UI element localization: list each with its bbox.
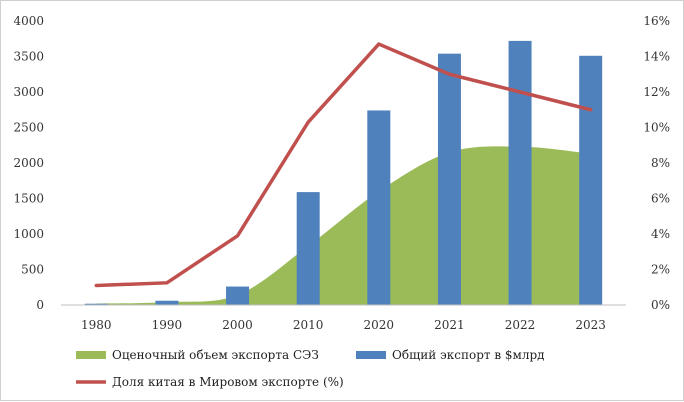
y-left-tick-label: 4000 [13, 14, 44, 28]
y-right-tick-label: 14% [643, 50, 670, 64]
y-left-tick-label: 3000 [13, 85, 44, 99]
bar-2023 [579, 56, 602, 305]
x-tick-label-2010: 2010 [293, 318, 324, 332]
y-left-tick-label: 2500 [13, 121, 44, 135]
y-left-tick-label: 0 [36, 298, 44, 312]
legend: Оценочный объем экспорта СЭЗ Общий экспор… [76, 348, 545, 389]
y-right-tick-label: 2% [651, 263, 670, 277]
y-right-tick-label: 6% [651, 192, 670, 206]
x-tick-label-1990: 1990 [152, 318, 183, 332]
x-tick-label-2022: 2022 [505, 318, 536, 332]
y-right-tick-label: 16% [643, 14, 670, 28]
x-tick-label-1980: 1980 [81, 318, 112, 332]
x-tick-label-2020: 2020 [364, 318, 395, 332]
legend-swatch-bar [356, 351, 386, 359]
y-right-tick-label: 8% [651, 156, 670, 170]
y-right-tick-label: 10% [643, 121, 670, 135]
y-left-tick-label: 1500 [13, 192, 44, 206]
bar-2021 [438, 54, 461, 305]
bar-1990 [155, 301, 178, 305]
x-tick-label-2000: 2000 [222, 318, 253, 332]
bar-2022 [509, 41, 532, 305]
y-left-tick-label: 1000 [13, 227, 44, 241]
bar-2010 [297, 192, 320, 305]
legend-label-area: Оценочный объем экспорта СЭЗ [112, 348, 319, 362]
y-right-tick-label: 12% [643, 85, 670, 99]
y-right-tick-label: 0% [651, 298, 670, 312]
legend-label-line: Доля китая в Мировом экспорте (%) [112, 375, 344, 389]
x-tick-label-2021: 2021 [434, 318, 465, 332]
y-left-tick-label: 500 [21, 263, 44, 277]
y-left-tick-label: 2000 [13, 156, 44, 170]
bar-2000 [226, 287, 249, 305]
y-left-tick-label: 3500 [13, 50, 44, 64]
x-tick-label-2023: 2023 [575, 318, 606, 332]
legend-label-bar: Общий экспорт в $млрд [392, 348, 545, 362]
y-right-tick-label: 4% [651, 227, 670, 241]
legend-swatch-area [76, 351, 106, 359]
bar-2020 [367, 110, 390, 305]
